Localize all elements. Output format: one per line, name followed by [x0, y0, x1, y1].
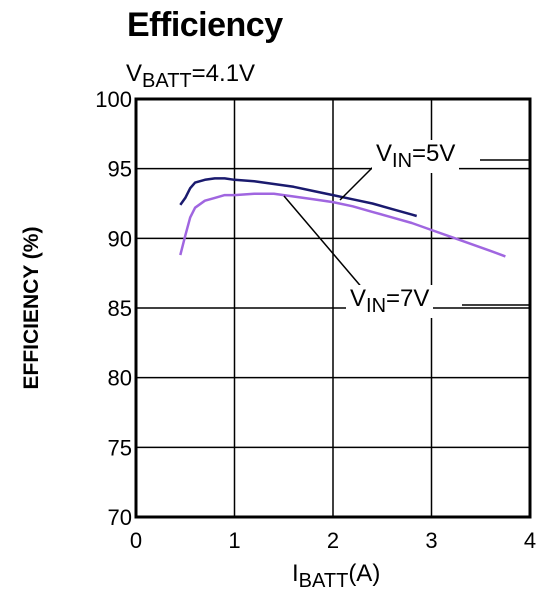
series-label-5v-main: V	[376, 140, 393, 167]
chart-subtitle: VBATT=4.1V	[126, 60, 255, 93]
y-tick-label: 95	[108, 157, 132, 182]
subtitle-rest: =4.1V	[191, 60, 256, 87]
y-tick-label: 85	[108, 296, 132, 321]
series-line-vin-5v	[179, 177, 418, 218]
x-axis-label-sub: BATT	[298, 570, 349, 592]
x-axis-label: IBATT(A)	[292, 560, 380, 593]
series-label-7v-main: V	[350, 285, 367, 312]
x-tick-label: 3	[425, 528, 437, 553]
x-tick-label: 2	[327, 528, 339, 553]
x-tick-label: 1	[228, 528, 240, 553]
series-label-5v-sub: IN	[392, 150, 413, 172]
x-tick-label: 0	[130, 528, 142, 553]
x-axis-label-rest: (A)	[348, 560, 381, 587]
y-tick-label: 90	[108, 226, 132, 251]
series-label-vin-5v: VIN=5V	[372, 140, 460, 173]
series-label-7v-sub: IN	[366, 295, 387, 317]
leader-line-vin-5v	[339, 161, 379, 201]
y-tick-label: 80	[108, 366, 132, 391]
y-tick-label: 70	[108, 505, 132, 530]
series-line-vin-7v	[179, 192, 506, 258]
y-tick-label: 100	[95, 87, 132, 112]
subtitle-main: V	[126, 60, 143, 87]
x-axis-label-main: I	[292, 560, 299, 587]
subtitle-sub: BATT	[142, 70, 192, 92]
series-label-vin-7v: VIN=7V	[346, 285, 434, 318]
y-tick-label: 75	[108, 435, 132, 460]
y-axis-label: EFFICIENCY (%)	[20, 226, 43, 390]
series-label-7v-rest: =7V	[386, 285, 430, 312]
x-tick-label: 4	[524, 528, 536, 553]
series-label-5v-rest: =5V	[412, 140, 456, 167]
leader-line-vin-7v	[283, 195, 365, 291]
chart-title: Efficiency	[127, 6, 283, 44]
